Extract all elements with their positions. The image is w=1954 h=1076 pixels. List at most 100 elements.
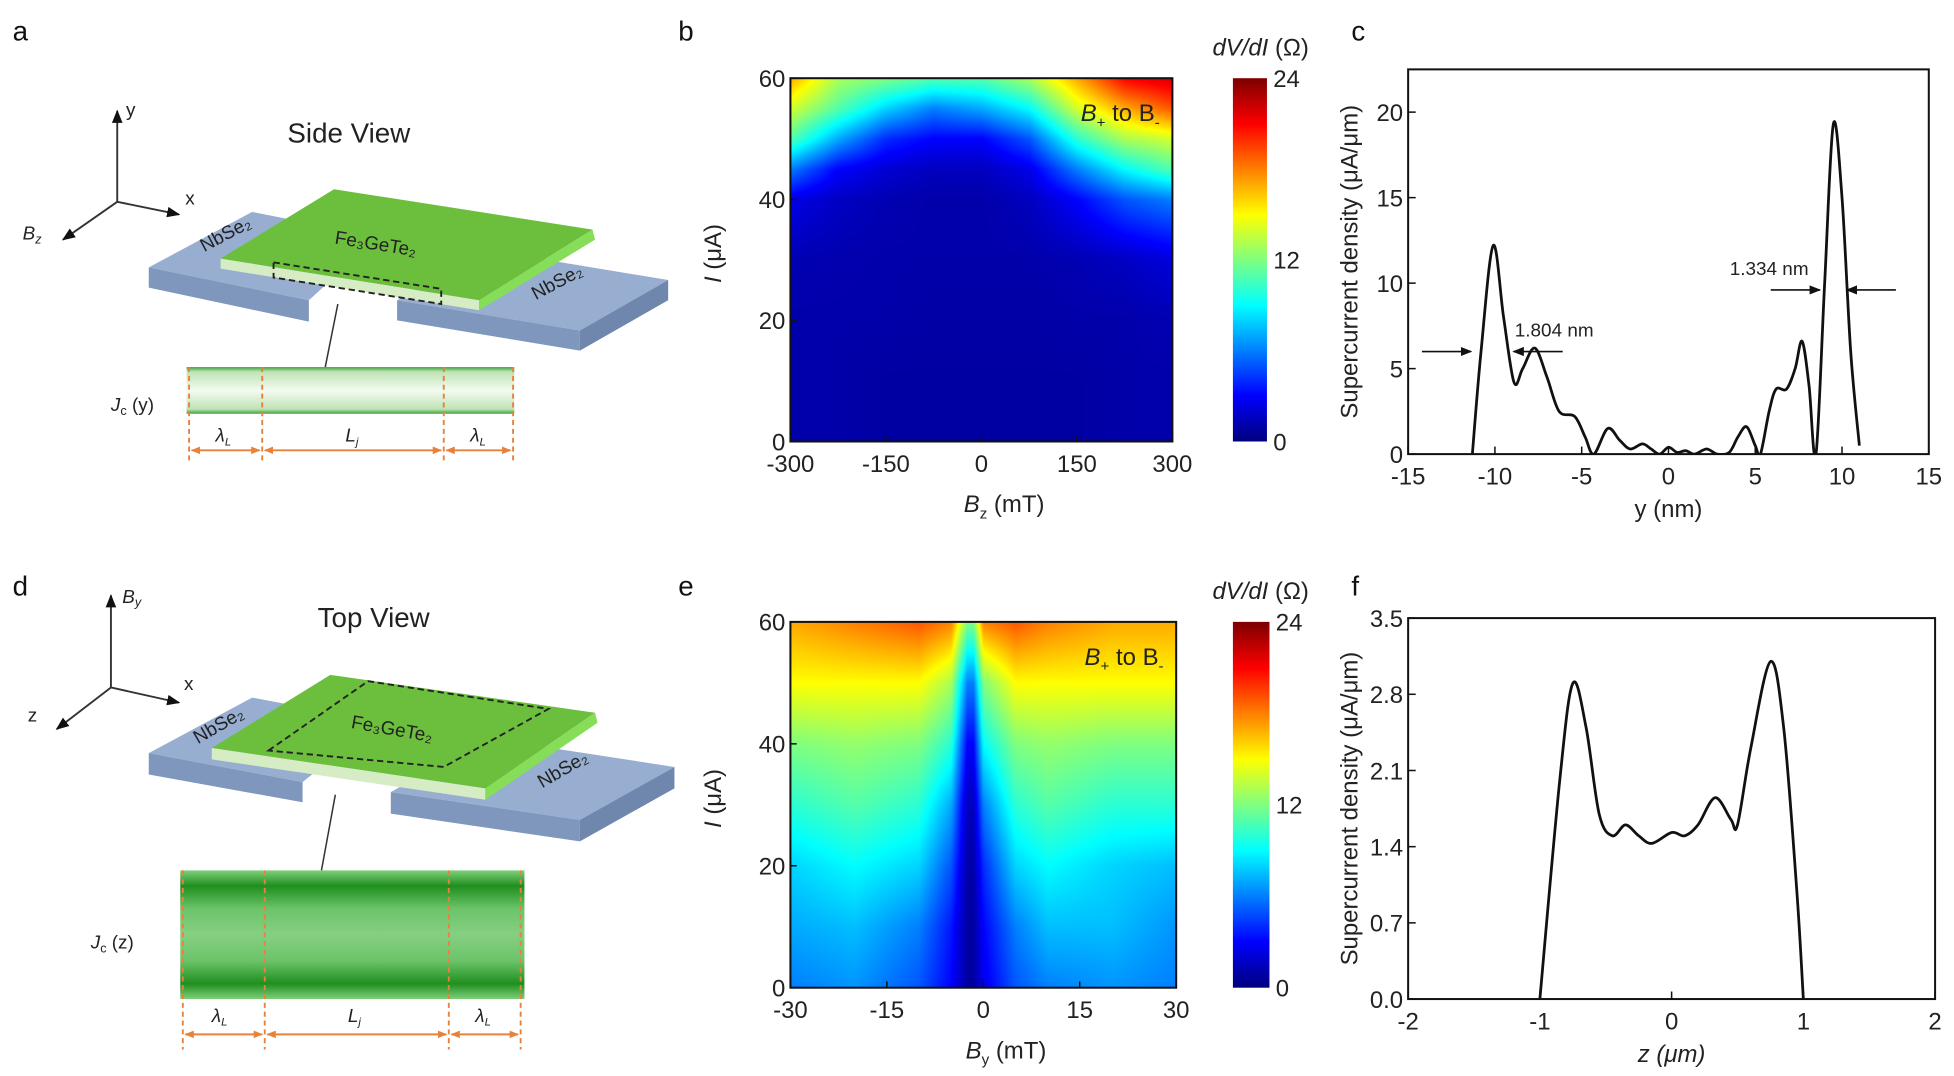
x-tick-label: 1 — [1797, 1008, 1810, 1035]
colorbar-tick-label: 24 — [1273, 66, 1300, 93]
colorbar-tick-label: 12 — [1276, 793, 1303, 820]
colorbar-title: dV/dI (Ω) — [1212, 578, 1308, 605]
lambda-left-label: λL — [211, 1006, 228, 1029]
axis-by-label: By — [122, 587, 142, 610]
heatmap-image — [790, 621, 1177, 988]
y-tick-label: 60 — [759, 610, 786, 637]
y-axis-label: I (μA) — [700, 224, 727, 283]
x-tick-label: 0 — [1665, 1008, 1678, 1035]
axes-triad-icon — [61, 109, 181, 241]
dimension-lines — [181, 870, 522, 1050]
x-axis-label: By (mT) — [966, 1037, 1047, 1068]
chart-c: -15 -10 -5 0 5 10 15 0 5 10 15 20 1.804 nm 1.334 nm y … — [1337, 68, 1942, 523]
current-profile-strip — [186, 367, 515, 414]
x-axis-label: y (nm) — [1635, 496, 1703, 523]
lj-label: Lj — [345, 425, 359, 448]
y-tick-label: 15 — [1376, 185, 1403, 212]
chart-f: -2 -1 0 1 2 0.0 0.7 1.4 2.1 2.8 3.5 z (μm) Supercurr… — [1337, 606, 1942, 1068]
x-tick-label: -300 — [766, 451, 814, 478]
colorbar-tick-label: 0 — [1273, 429, 1286, 456]
x-tick-label: 30 — [1163, 997, 1190, 1024]
flake — [220, 189, 596, 311]
heatmap-image — [790, 78, 1173, 442]
panel-label-c: c — [1351, 15, 1365, 46]
dimension-lines — [188, 367, 515, 461]
fwhm-label: 1.334 nm — [1730, 259, 1809, 280]
x-axis-label: Bz (mT) — [964, 491, 1045, 522]
y-tick-label: 60 — [759, 66, 786, 93]
x-tick-label: -15 — [870, 997, 905, 1024]
fwhm-label: 1.804 nm — [1515, 320, 1594, 341]
axes-triad-icon — [55, 594, 181, 730]
axis-z-label: z — [28, 706, 37, 727]
y-tick-label: 0 — [772, 976, 785, 1003]
plot-frame — [1407, 617, 1937, 1001]
y-tick-label: 20 — [759, 308, 786, 335]
plot-frame — [1407, 68, 1930, 456]
x-tick-label: 0 — [977, 997, 990, 1024]
x-axis-label: z (μm) — [1637, 1041, 1706, 1068]
lambda-right-label: λL — [474, 1006, 491, 1029]
y-tick-label: 20 — [1376, 100, 1403, 127]
profile-label: Jc (z) — [90, 933, 134, 956]
y-axis-label: I (μA) — [700, 769, 727, 828]
panel-label-e: e — [678, 570, 693, 601]
y-tick-label: 10 — [1376, 271, 1403, 298]
lj-label: Lj — [348, 1006, 362, 1029]
x-tick-label: 10 — [1829, 463, 1856, 490]
colorbar-tick-label: 24 — [1276, 610, 1303, 637]
y-tick-label: 2.8 — [1370, 682, 1403, 709]
colorbar — [1232, 78, 1267, 442]
x-tick-label: 15 — [1066, 997, 1093, 1024]
x-tick-label: 150 — [1057, 451, 1097, 478]
x-tick-label: 5 — [1749, 463, 1762, 490]
x-tick-label: -30 — [773, 997, 808, 1024]
y-tick-label: 3.5 — [1370, 606, 1403, 633]
flake — [211, 674, 598, 800]
panel-label-d: d — [13, 570, 28, 601]
y-tick-label: 0 — [1390, 442, 1403, 469]
y-tick-label: 5 — [1390, 356, 1403, 383]
y-tick-label: 20 — [759, 854, 786, 881]
x-tick-label: -15 — [1391, 463, 1426, 490]
y-tick-label: 2.1 — [1370, 758, 1403, 785]
chart-e: -30 -15 0 15 30 0 20 40 60 0 12 24 dV/dI (Ω) B+ to B-… — [700, 578, 1309, 1068]
lambda-right-label: λL — [469, 425, 486, 448]
x-tick-label: 0 — [1662, 463, 1675, 490]
panel-label-a: a — [13, 15, 29, 46]
axis-x-label: x — [185, 188, 195, 209]
y-tick-label: 0.7 — [1370, 911, 1403, 938]
x-tick-label: 2 — [1928, 1008, 1941, 1035]
y-tick-label: 40 — [759, 732, 786, 759]
chart-b: -300 -150 0 150 300 0 20 40 60 0 12 24 dV/dI (Ω) B+ t… — [700, 34, 1309, 522]
x-tick-label: 0 — [975, 451, 988, 478]
x-tick-label: -1 — [1529, 1008, 1550, 1035]
panel-d-schematic: d By x z Top View NbSe₂ NbSe₂ Fe₃GeTe₂ — [13, 570, 675, 1050]
y-axis-label: Supercurrent density (μA/μm) — [1337, 105, 1364, 419]
x-tick-label: -150 — [862, 451, 910, 478]
sweep-annotation: B+ to B- — [1085, 644, 1164, 675]
supercurrent-density-curve — [1538, 660, 1805, 1000]
panel-label-b: b — [678, 15, 693, 46]
profile-label: Jc (y) — [110, 395, 154, 418]
top-view-title: Top View — [318, 602, 431, 633]
sweep-annotation: B+ to B- — [1081, 100, 1160, 131]
y-tick-label: 1.4 — [1370, 834, 1403, 861]
colorbar — [1232, 621, 1270, 988]
colorbar-tick-label: 0 — [1276, 976, 1289, 1003]
axis-y-label: y — [126, 100, 136, 121]
panel-label-f: f — [1351, 570, 1359, 601]
x-tick-label: 15 — [1915, 463, 1942, 490]
x-tick-label: -10 — [1478, 463, 1513, 490]
y-tick-label: 0 — [772, 429, 785, 456]
selection-box — [272, 261, 443, 306]
selection-box — [265, 680, 552, 768]
colorbar-title: dV/dI (Ω) — [1212, 34, 1308, 61]
zoom-leader-line — [320, 794, 337, 871]
side-view-title: Side View — [287, 118, 411, 149]
y-axis-label: Supercurrent density (μA/μm) — [1337, 652, 1364, 966]
current-profile-strip — [180, 870, 525, 1000]
x-tick-label: 300 — [1152, 451, 1192, 478]
